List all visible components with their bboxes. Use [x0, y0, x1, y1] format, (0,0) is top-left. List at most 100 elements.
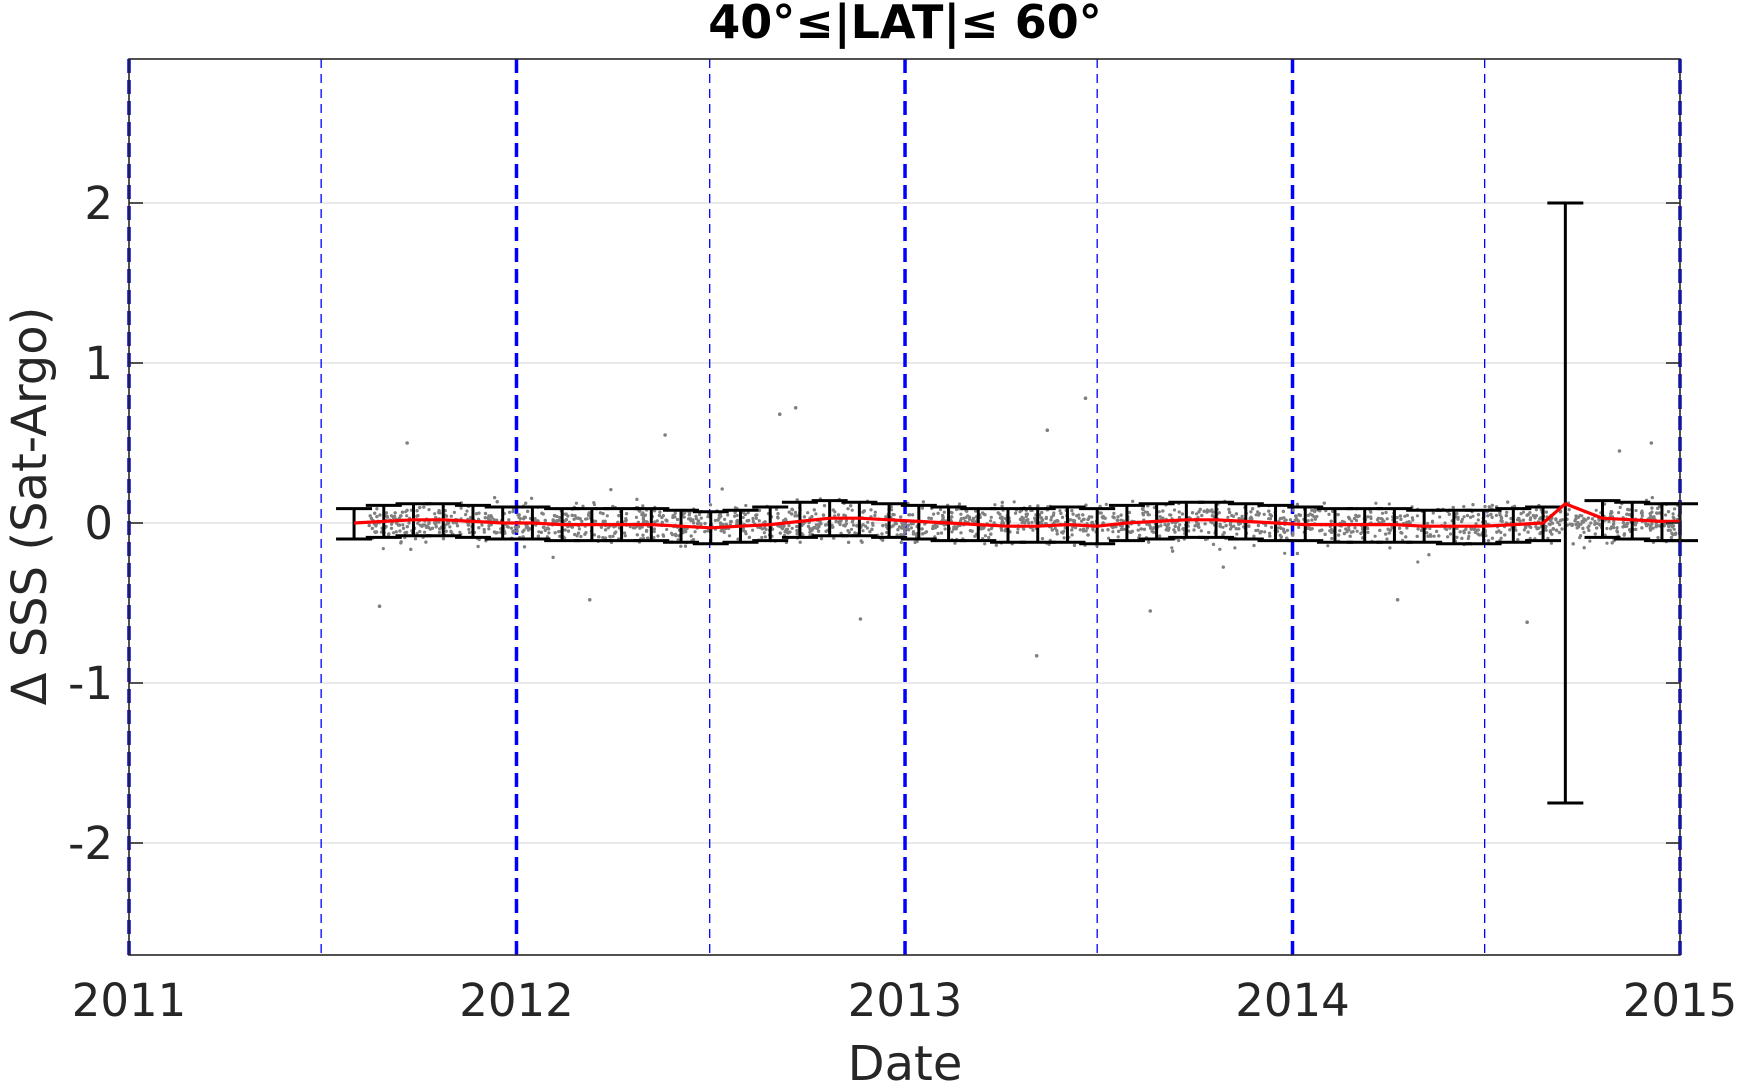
scatter-point [1615, 529, 1619, 533]
scatter-point [617, 514, 621, 518]
scatter-point [1648, 526, 1652, 530]
scatter-point [899, 533, 903, 537]
scatter-point [638, 509, 642, 513]
scatter-point [511, 529, 515, 534]
scatter-point [487, 524, 491, 528]
scatter-point [682, 511, 686, 515]
scatter-point [1053, 520, 1057, 524]
scatter-point [1386, 527, 1390, 531]
scatter-point [1465, 513, 1470, 518]
scatter-point [451, 521, 455, 525]
scatter-point [1464, 527, 1468, 531]
scatter-point [396, 523, 400, 527]
scatter-point [1548, 523, 1552, 527]
scatter-point [381, 547, 385, 551]
scatter-point [1523, 525, 1527, 529]
scatter-point [1024, 512, 1028, 516]
scatter-point [1018, 517, 1023, 522]
scatter-point [581, 504, 585, 508]
scatter-point [1670, 525, 1674, 529]
scatter-point [1234, 527, 1238, 531]
scatter-point [1100, 528, 1105, 532]
scatter-point [409, 547, 413, 552]
scatter-point [1072, 543, 1077, 548]
y-tick-label: -1 [68, 657, 113, 710]
scatter-point [735, 521, 739, 526]
scatter-point [1278, 516, 1282, 521]
scatter-point [1430, 520, 1435, 524]
scatter-point [723, 517, 727, 522]
scatter-point [1111, 530, 1115, 534]
scatter-point [530, 496, 534, 500]
scatter-point [1180, 512, 1184, 516]
scatter-point [1581, 526, 1585, 531]
scatter-point [906, 523, 911, 528]
scatter-point [802, 515, 807, 519]
scatter-point [703, 521, 707, 526]
scatter-point [526, 509, 530, 513]
scatter-point [1357, 514, 1361, 518]
scatter-point [1172, 508, 1177, 512]
scatter-point [1366, 515, 1370, 519]
scatter-point [670, 533, 675, 537]
scatter-point [1587, 528, 1591, 533]
scatter-point [1621, 520, 1625, 525]
scatter-point [1119, 527, 1123, 532]
scatter-point [536, 519, 540, 523]
scatter-point [675, 517, 680, 522]
scatter-point [751, 528, 755, 532]
scatter-point [1645, 524, 1649, 528]
scatter-point [1196, 522, 1200, 526]
scatter-point [871, 521, 875, 526]
scatter-point [1460, 536, 1464, 541]
scatter-point [1240, 514, 1244, 519]
scatter-point [551, 555, 555, 560]
scatter-point [760, 535, 764, 540]
scatter-point [1429, 534, 1433, 538]
scatter-point [694, 514, 698, 518]
scatter-point [492, 530, 496, 534]
scatter-point [1490, 515, 1494, 519]
scatter-point [625, 512, 629, 516]
scatter-point [1593, 522, 1597, 527]
scatter-point [994, 543, 998, 547]
scatter-point [427, 508, 431, 512]
scatter-point [924, 530, 929, 534]
scatter-point [785, 527, 789, 532]
scatter-point [583, 532, 587, 536]
scatter-point [477, 511, 481, 515]
scatter-point [1112, 511, 1116, 515]
scatter-point [819, 537, 824, 541]
scatter-point [909, 526, 914, 530]
scatter-point [862, 509, 866, 514]
scatter-point [389, 522, 394, 526]
scatter-point [906, 527, 910, 531]
scatter-point [517, 516, 521, 520]
scatter-point [846, 507, 850, 511]
scatter-point [1640, 526, 1644, 530]
scatter-point [658, 510, 662, 514]
scatter-point [911, 530, 916, 534]
scatter-point [1419, 528, 1424, 533]
scatter-point [1320, 528, 1324, 532]
scatter-point [1622, 533, 1626, 537]
scatter-point [839, 531, 843, 535]
scatter-point [729, 520, 733, 524]
scatter-point [1256, 528, 1260, 532]
scatter-point [1350, 519, 1354, 523]
scatter-point [1247, 524, 1251, 529]
scatter-point [943, 527, 947, 531]
scatter-point [1548, 530, 1552, 534]
scatter-point [1582, 530, 1586, 534]
scatter-point [573, 532, 577, 537]
scatter-point [427, 521, 431, 526]
scatter-point [1200, 513, 1204, 518]
scatter-point [868, 530, 872, 534]
y-tick-label: 2 [84, 177, 113, 230]
scatter-point [1557, 530, 1561, 535]
scatter-point [433, 521, 437, 525]
scatter-point [1257, 511, 1261, 516]
scatter-point [1075, 514, 1079, 518]
scatter-point [1098, 504, 1102, 508]
scatter-point [641, 533, 645, 537]
